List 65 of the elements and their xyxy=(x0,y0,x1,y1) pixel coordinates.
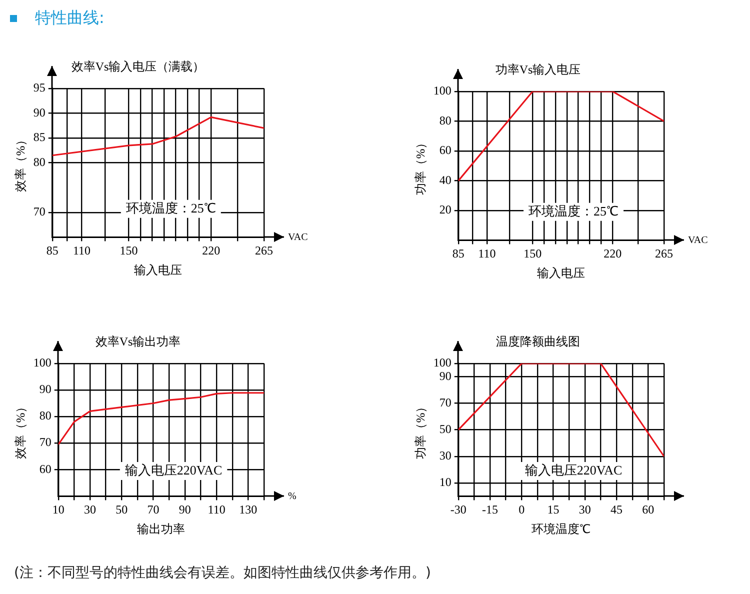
x-tick-label: 150 xyxy=(120,244,138,258)
x-tick-label: 60 xyxy=(642,502,654,517)
chart-title: 效率Vs输入电压（满载） xyxy=(71,59,205,74)
y-tick-label: 100 xyxy=(33,356,52,370)
y-tick-label: 100 xyxy=(433,84,452,98)
x-tick-label: 10 xyxy=(52,502,64,517)
x-tick-label: 85 xyxy=(452,246,464,261)
y-tick-label: 80 xyxy=(439,113,452,128)
x-tick-label: 220 xyxy=(202,244,220,258)
y-tick-label: 80 xyxy=(39,408,52,423)
x-tick-label: 70 xyxy=(147,502,160,517)
x-tick-label: 90 xyxy=(178,502,191,517)
x-tick-label: 15 xyxy=(547,502,560,517)
x-tick-label: -30 xyxy=(450,502,466,517)
y-tick-label: 50 xyxy=(439,422,452,436)
x-axis-title: 环境温度℃ xyxy=(532,522,591,536)
y-tick-label: 70 xyxy=(33,204,46,219)
y-tick-label: 20 xyxy=(439,202,452,217)
y-tick-label: 90 xyxy=(439,368,452,383)
y-axis-title: 效率（%） xyxy=(13,134,28,192)
x-tick-label: 30 xyxy=(578,502,591,517)
y-tick-label: 60 xyxy=(39,462,52,476)
x-tick-label: 110 xyxy=(208,502,226,517)
y-axis-title: 功率（%） xyxy=(413,136,428,195)
x-tick-label: 50 xyxy=(116,502,128,517)
x-tick-label: 265 xyxy=(255,244,273,258)
annotation: 输入电压220VAC xyxy=(124,462,222,478)
text: VAC xyxy=(688,234,708,246)
x-tick-label: 220 xyxy=(604,246,622,261)
x-tick-label: 30 xyxy=(84,502,96,517)
y-axis-title: 功率（%） xyxy=(413,400,428,459)
text: (注：不同型号的特性曲线会有误差。如图特性曲线仅供参考作用。) xyxy=(14,564,431,582)
x-tick-label: -15 xyxy=(482,502,498,517)
text: % xyxy=(288,490,296,502)
y-tick-label: 70 xyxy=(439,395,452,410)
y-tick-label: 80 xyxy=(33,154,46,169)
text: 特性曲线: xyxy=(35,8,104,29)
x-tick-label: 110 xyxy=(478,246,496,261)
chart-title: 效率Vs输出功率 xyxy=(95,334,181,348)
chart-title: 功率Vs输入电压 xyxy=(495,62,581,76)
y-axis-title: 效率（%） xyxy=(13,400,28,459)
y-tick-label: 40 xyxy=(439,172,452,187)
y-tick-label: 100 xyxy=(433,356,452,370)
annotation: 环境温度：25℃ xyxy=(126,200,216,216)
x-tick-label: 0 xyxy=(518,502,525,517)
annotation: 环境温度：25℃ xyxy=(528,203,619,218)
y-tick-label: 90 xyxy=(33,105,46,120)
y-tick-label: 90 xyxy=(39,382,52,396)
x-axis-title: 输出功率 xyxy=(137,522,186,536)
x-tick-label: 265 xyxy=(655,246,673,261)
chart-title: 温度降额曲线图 xyxy=(496,334,580,348)
x-tick-label: 45 xyxy=(610,502,623,517)
y-tick-label: 30 xyxy=(439,448,452,463)
y-tick-label: 10 xyxy=(439,475,452,490)
x-axis-title: 输入电压 xyxy=(134,262,182,277)
y-tick-label: 95 xyxy=(33,80,46,95)
x-tick-label: 130 xyxy=(239,502,258,517)
x-tick-label: 150 xyxy=(524,246,542,261)
text: VAC xyxy=(288,232,308,243)
y-tick-label: 60 xyxy=(439,143,452,158)
y-tick-label: 70 xyxy=(39,435,52,450)
annotation: 输入电压220VAC xyxy=(524,462,622,478)
x-axis-title: 输入电压 xyxy=(537,266,586,280)
y-tick-label: 85 xyxy=(33,130,46,144)
x-tick-label: 110 xyxy=(73,244,91,258)
